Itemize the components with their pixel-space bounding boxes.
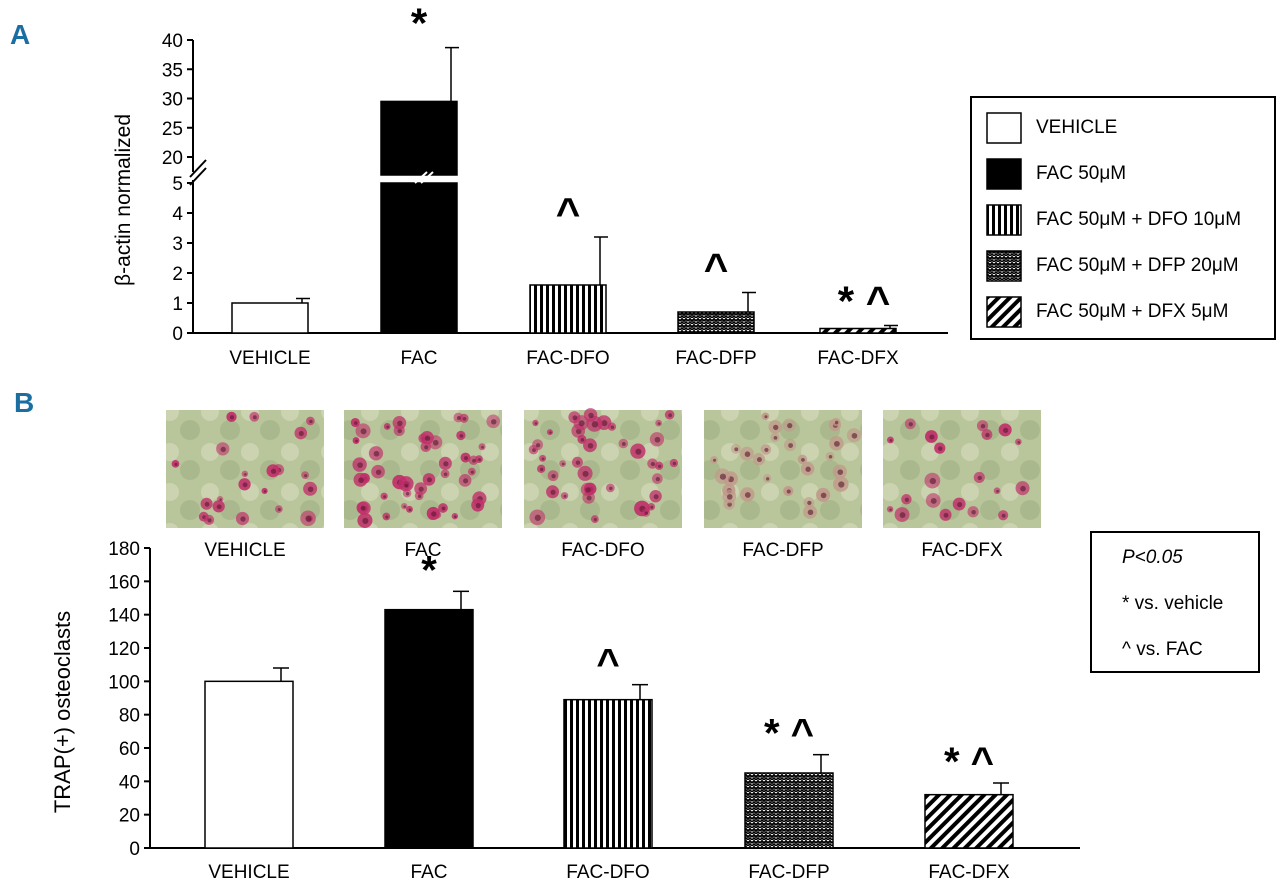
panel-b-tick-label: 100: [108, 672, 140, 693]
panel-label-a: A: [10, 19, 30, 50]
panel-b-tick-label: 20: [119, 806, 140, 827]
panel-label-b: B: [14, 387, 34, 418]
panel-a-category-label: FAC: [401, 348, 438, 369]
legend-item: FAC 50μM + DFO 10μM: [986, 204, 1241, 236]
panel-b-tick-label: 180: [108, 539, 140, 560]
panel-b-y-ticks: 0 20 40 60 80 100 120 140 160 180: [108, 539, 150, 860]
micrograph-image: [166, 410, 324, 528]
panel-b-significance: * ^: [764, 712, 814, 756]
panel-b-category-label: VEHICLE: [208, 862, 289, 883]
panel-a-bar: [380, 182, 458, 334]
panel-a-tick-label: 40: [162, 31, 183, 52]
panel-b-bar: [744, 772, 834, 849]
micrograph-label: VEHICLE: [204, 540, 285, 561]
micrograph-label: FAC-DFX: [921, 540, 1003, 561]
legend-item: FAC 50μM + DFX 5μM: [986, 296, 1228, 328]
legend-swatch: [986, 296, 1022, 328]
panel-a-significance: ^: [556, 189, 581, 236]
panel-b-bar: [384, 608, 474, 849]
panel-a-bars: VEHICLE * FAC ^ FAC-DFO ^ FAC-DFP * ^ FAC-DFX: [229, 0, 899, 369]
micrograph-strip: VEHICLE FAC FAC-DFO FAC-DFP FAC-DFX: [166, 408, 1041, 561]
panel-a-bar-break-mark: [420, 171, 434, 184]
micrograph-label: FAC: [405, 540, 442, 561]
panel-b-significance: * ^: [944, 740, 994, 784]
panel-b-tick-label: 0: [129, 839, 140, 860]
panel-b-tick-label: 40: [119, 772, 140, 793]
micrograph-image: [883, 410, 1041, 528]
legend-item: FAC 50μM: [986, 158, 1126, 190]
panel-b-category-label: FAC-DFP: [748, 862, 829, 883]
panel-b-bar: [204, 680, 294, 849]
legend-swatch: [986, 112, 1022, 144]
micrograph-label: FAC-DFO: [561, 540, 644, 561]
panel-b-tick-label: 160: [108, 572, 140, 593]
panel-b-y-label: TRAP(+) osteoclasts: [50, 611, 75, 813]
legend-item: VEHICLE: [986, 112, 1117, 144]
panel-a-bar: [231, 302, 309, 334]
panel-a-tick-label: 4: [172, 204, 183, 225]
panel-a-significance: * ^: [838, 278, 891, 325]
panel-a-significance: *: [411, 0, 428, 47]
panel-a-category-label: VEHICLE: [229, 348, 310, 369]
micrograph-image: [344, 410, 502, 528]
note-line-2: * vs. vehicle: [1122, 593, 1224, 614]
legend-label: FAC 50μM: [1036, 163, 1127, 184]
panel-b-category-label: FAC: [411, 862, 448, 883]
note-line-1: P<0.05: [1122, 547, 1183, 568]
panel-b-significance: ^: [596, 642, 619, 686]
panel-a-bar-upper: [380, 100, 458, 176]
panel-a-bar: [819, 327, 897, 334]
legend-swatch: [986, 158, 1022, 190]
panel-a-tick-label: 5: [172, 174, 183, 195]
panel-a-significance: ^: [704, 245, 729, 292]
panel-b-bars: VEHICLE * FAC ^ FAC-DFO * ^ FAC-DFP * ^ FAC-DFX: [204, 548, 1014, 883]
panel-a-bar: [529, 284, 607, 334]
panel-a-category-label: FAC-DFX: [817, 348, 899, 369]
legend-swatch: [986, 250, 1022, 282]
legend-label: VEHICLE: [1036, 117, 1118, 138]
panel-a-tick-label: 25: [162, 119, 183, 140]
panel-b-tick-label: 120: [108, 639, 140, 660]
legend-item: FAC 50μM + DFP 20μM: [986, 250, 1239, 282]
panel-b-bar: [563, 698, 653, 849]
panel-a-bar: [677, 311, 755, 334]
panel-b-bar: [924, 793, 1014, 849]
panel-a-tick-label: 0: [172, 324, 183, 345]
panel-a-legend: VEHICLE FAC 50μM FAC 50μM + DFO 10μM FAC 50…: [970, 96, 1276, 340]
panel-b-category-label: FAC-DFO: [566, 862, 649, 883]
panel-b-significance: *: [421, 548, 437, 592]
panel-a-tick-label: 2: [172, 264, 183, 285]
panel-b-tick-label: 140: [108, 606, 140, 627]
micrograph-image: [524, 408, 682, 528]
legend-swatch: [986, 204, 1022, 236]
panel-a-tick-label: 30: [162, 90, 183, 111]
legend-label: FAC 50μM + DFX 5μM: [1036, 301, 1229, 322]
legend-label: FAC 50μM + DFO 10μM: [1036, 209, 1242, 230]
panel-a-bar-break-mark: [414, 171, 428, 184]
significance-note: P<0.05 * vs. vehicle ^ vs. FAC: [1090, 531, 1260, 673]
panel-a-category-label: FAC-DFO: [526, 348, 609, 369]
legend-label: FAC 50μM + DFP 20μM: [1036, 255, 1239, 276]
panel-b-tick-label: 80: [119, 706, 140, 727]
panel-a-y-ticks: 0 1 2 3 4 5 20 25 30 35 40: [162, 31, 193, 345]
panel-a-tick-label: 1: [172, 294, 183, 315]
panel-b-tick-label: 60: [119, 739, 140, 760]
micrograph-label: FAC-DFP: [742, 540, 823, 561]
panel-a-tick-label: 20: [162, 148, 183, 169]
micrograph-image: [704, 410, 862, 528]
panel-a-y-label: β-actin normalized: [112, 114, 135, 286]
panel-a-tick-label: 35: [162, 60, 183, 81]
panel-a-category-label: FAC-DFP: [675, 348, 756, 369]
panel-b-category-label: FAC-DFX: [928, 862, 1010, 883]
panel-a-tick-label: 3: [172, 234, 183, 255]
note-line-3: ^ vs. FAC: [1122, 639, 1203, 660]
